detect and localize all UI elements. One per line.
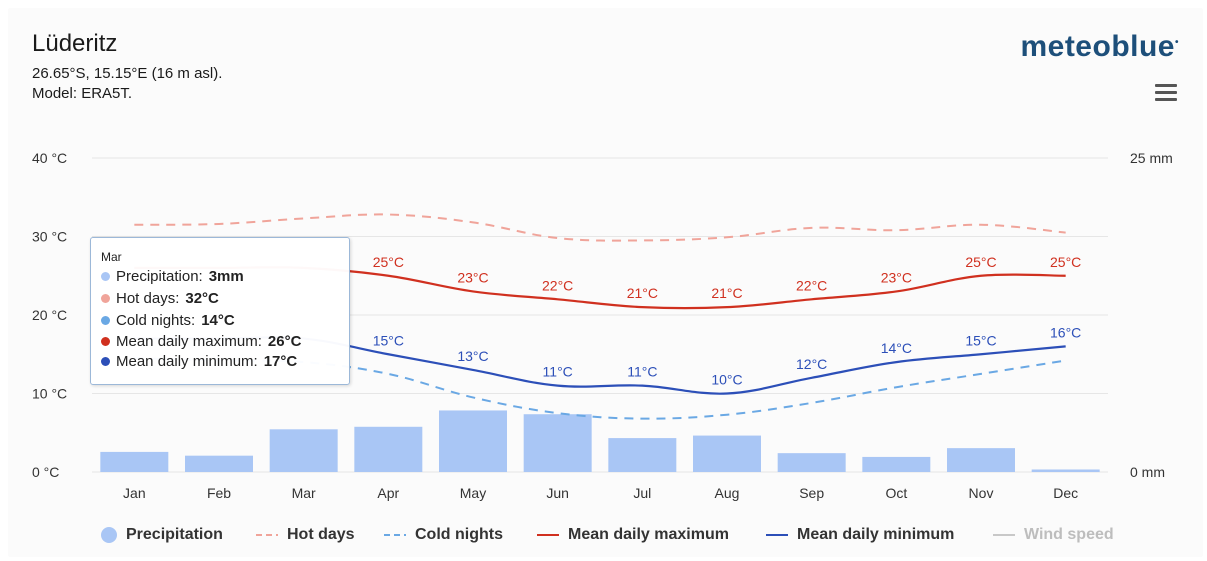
mean-daily-maximum-data-label: 23°C xyxy=(457,269,488,285)
tooltip-row-hot-days: Hot days: 32°C xyxy=(101,290,219,307)
precipitation-bar xyxy=(693,435,761,472)
precipitation-bar xyxy=(1031,469,1100,472)
x-tick-label: Feb xyxy=(207,485,231,501)
precipitation-bar xyxy=(354,426,423,472)
legend-line-icon xyxy=(993,534,1015,536)
location-title: Lüderitz xyxy=(32,30,118,57)
x-tick-label: Oct xyxy=(885,485,907,501)
x-tick-label: Jan xyxy=(123,485,146,501)
legend-line-icon xyxy=(537,534,559,536)
precipitation-bar xyxy=(439,410,507,472)
legend-dash-icon xyxy=(256,534,278,536)
x-tick-label: May xyxy=(460,485,486,501)
mean-daily-maximum-data-label: 25°C xyxy=(1050,254,1081,270)
coordinates-text: 26.65°S, 15.15°E (16 m asl). xyxy=(32,65,223,82)
mean-daily-minimum-data-label: 10°C xyxy=(711,372,742,388)
x-tick-label: Dec xyxy=(1053,485,1078,501)
x-tick-label: Jul xyxy=(633,485,651,501)
x-tick-label: Jun xyxy=(546,485,569,501)
legend-precipitation[interactable]: Precipitation xyxy=(100,526,223,544)
tooltip-row-mean-max: Mean daily maximum: 26°C xyxy=(101,333,301,350)
mean-daily-maximum-data-label: 25°C xyxy=(965,254,996,270)
mean-daily-maximum-data-label: 22°C xyxy=(542,277,573,293)
precipitation-bar xyxy=(185,455,253,472)
x-tick-label: Nov xyxy=(969,485,994,501)
y-tick-label-left: 30 °C xyxy=(32,229,67,245)
legend-mean-daily-maximum[interactable]: Mean daily maximum xyxy=(536,526,729,544)
precipitation-bar xyxy=(947,448,1015,472)
logo-text: meteoblue xyxy=(1020,30,1175,63)
mean-daily-minimum-data-label: 11°C xyxy=(627,364,657,380)
tooltip-row-mean-min: Mean daily minimum: 17°C xyxy=(101,353,297,370)
tooltip-month: Mar xyxy=(101,250,122,264)
mean-daily-maximum-data-label: 21°C xyxy=(711,285,742,301)
mean-daily-minimum-data-label: 12°C xyxy=(796,356,827,372)
precipitation-bar xyxy=(269,429,338,472)
mean-daily-minimum-data-label: 15°C xyxy=(373,332,404,348)
mean-daily-minimum-data-label: 11°C xyxy=(543,364,573,380)
legend-cold-nights[interactable]: Cold nights xyxy=(383,526,503,544)
legend-line-icon xyxy=(766,534,788,536)
meteoblue-logo[interactable]: meteoblue• xyxy=(1020,30,1179,63)
legend-dash-icon xyxy=(384,534,406,536)
mean-daily-maximum-data-label: 21°C xyxy=(627,285,658,301)
precipitation-bar xyxy=(523,414,592,472)
hamburger-menu-icon[interactable] xyxy=(1155,84,1177,102)
chart-tooltip: Mar Precipitation: 3mm Hot days: 32°C Co… xyxy=(90,237,350,385)
top-strip xyxy=(0,0,1207,8)
legend-circle-icon xyxy=(101,527,117,543)
x-tick-label: Mar xyxy=(292,485,316,501)
precipitation-bar xyxy=(862,456,931,472)
mean-daily-minimum-data-label: 13°C xyxy=(457,348,488,364)
legend-wind-speed[interactable]: Wind speed xyxy=(992,526,1114,544)
mean-daily-minimum-data-label: 14°C xyxy=(881,340,912,356)
x-tick-label: Apr xyxy=(377,485,399,501)
y-tick-label-left: 20 °C xyxy=(32,307,67,323)
mean-daily-minimum-data-label: 15°C xyxy=(965,332,996,348)
tooltip-row-precipitation: Precipitation: 3mm xyxy=(101,268,244,285)
precipitation-bar xyxy=(608,438,677,472)
precipitation-bar xyxy=(100,451,169,472)
model-text: Model: ERA5T. xyxy=(32,85,133,102)
chart-legend: Precipitation Hot days Cold nights Mean … xyxy=(0,526,1207,550)
x-tick-label: Sep xyxy=(799,485,824,501)
hot-days-line xyxy=(134,213,1066,242)
mean-daily-maximum-data-label: 25°C xyxy=(373,254,404,270)
mean-daily-maximum-data-label: 23°C xyxy=(881,269,912,285)
tooltip-row-cold-nights: Cold nights: 14°C xyxy=(101,312,235,329)
mean-daily-maximum-data-label: 22°C xyxy=(796,277,827,293)
legend-mean-daily-minimum[interactable]: Mean daily minimum xyxy=(765,526,954,544)
y-tick-label-right: 25 mm xyxy=(1130,150,1173,166)
mean-daily-minimum-data-label: 16°C xyxy=(1050,324,1081,340)
precipitation-bar xyxy=(777,453,846,472)
y-tick-label-left: 40 °C xyxy=(32,150,67,166)
y-tick-label-left: 0 °C xyxy=(32,464,59,480)
legend-hot-days[interactable]: Hot days xyxy=(255,526,355,544)
y-tick-label-right: 0 mm xyxy=(1130,464,1165,480)
y-tick-label-left: 10 °C xyxy=(32,386,67,402)
x-tick-label: Aug xyxy=(715,485,740,501)
